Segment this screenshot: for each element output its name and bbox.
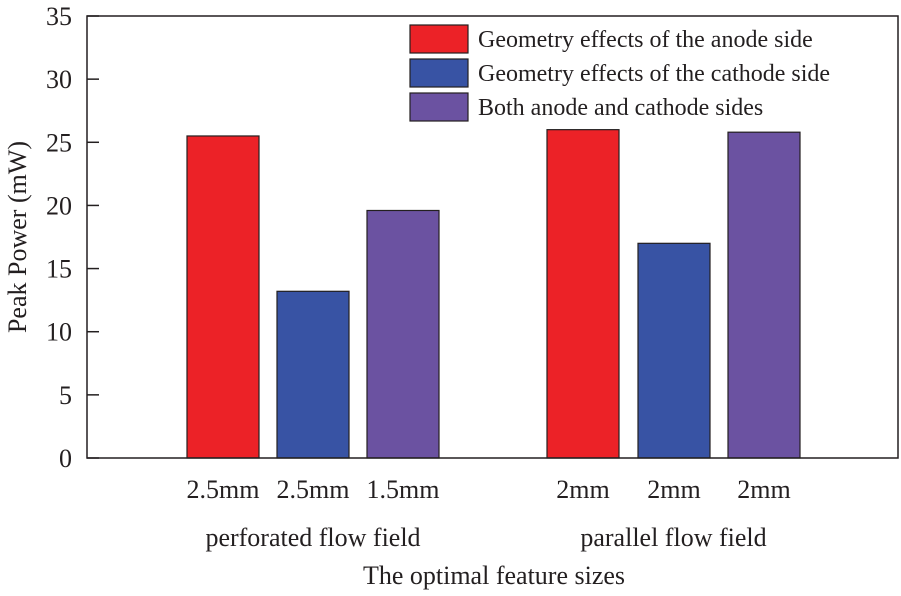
bars-layer: [186, 129, 801, 459]
group-label: parallel flow field: [580, 523, 766, 552]
bar: [727, 131, 801, 459]
plot-frame: [86, 15, 899, 459]
y-axis-label: Peak Power (mW): [3, 141, 32, 333]
x-axis-label: The optimal feature sizes: [363, 561, 625, 590]
y-axis: 0 5 10 15 20 25 30 35: [46, 2, 99, 473]
y-tick-label: 25: [46, 128, 72, 157]
legend-swatch: [409, 24, 469, 54]
bar-size-label: 1.5mm: [367, 475, 440, 504]
y-tick-label: 10: [46, 318, 72, 347]
y-tick-label: 30: [46, 65, 72, 94]
legend-label: Both anode and cathode sides: [478, 95, 763, 121]
bar: [637, 242, 711, 459]
bar: [276, 290, 350, 459]
legend-swatch: [409, 92, 469, 122]
x-tick-labels: 2.5mm 2.5mm 1.5mm perforated flow field 2mm 2…: [187, 475, 791, 552]
bar: [366, 209, 440, 459]
bar-size-label: 2.5mm: [187, 475, 260, 504]
legend-label: Geometry effects of the anode side: [478, 27, 813, 53]
legend-label: Geometry effects of the cathode side: [478, 61, 830, 87]
y-tick-label: 5: [59, 381, 72, 410]
bar-size-label: 2mm: [737, 475, 790, 504]
y-tick-label: 15: [46, 255, 72, 284]
y-tick-label: 20: [46, 191, 72, 220]
bar: [186, 135, 260, 459]
bar-size-label: 2.5mm: [277, 475, 350, 504]
legend: Geometry effects of the anode side Geomet…: [409, 24, 830, 122]
group-label: perforated flow field: [205, 523, 420, 552]
legend-swatch: [409, 58, 469, 88]
y-tick-label: 0: [59, 444, 72, 473]
bar-size-label: 2mm: [556, 475, 609, 504]
bar-size-label: 2mm: [647, 475, 700, 504]
y-tick-label: 35: [46, 2, 72, 31]
bar: [546, 129, 620, 459]
